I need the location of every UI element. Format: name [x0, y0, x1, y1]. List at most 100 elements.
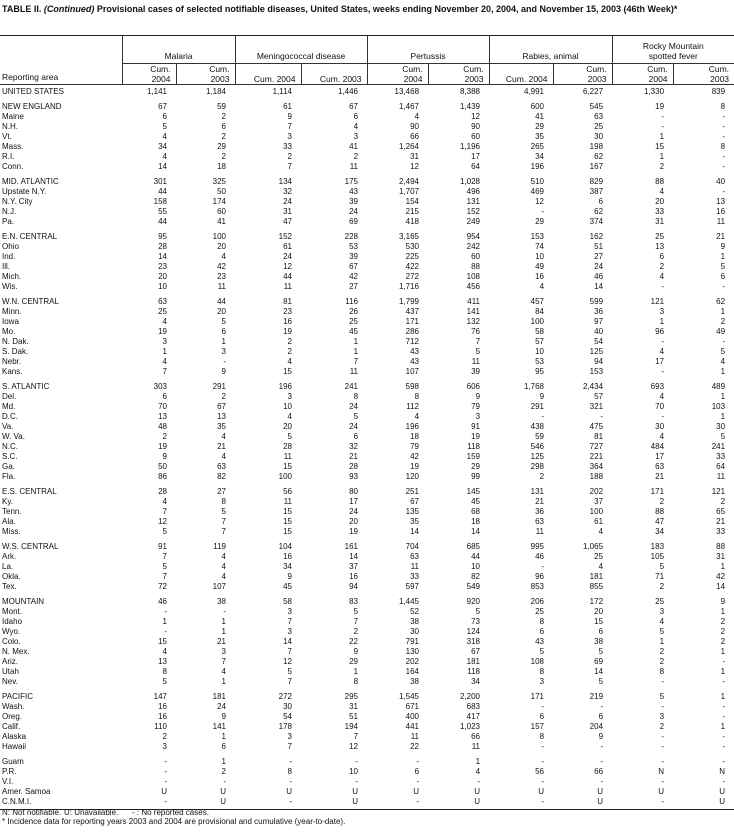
- cell-value: 418: [405, 217, 420, 226]
- cell-value: 13,468: [394, 87, 420, 96]
- cell-value: 6: [162, 112, 167, 121]
- cell-value: 995: [530, 542, 545, 551]
- cell-value: 57: [535, 337, 545, 346]
- cell-value: 118: [467, 442, 481, 451]
- table-row: Ill. 23 42 12 67 422 88 49 24 2 5: [0, 262, 734, 272]
- cell-value: 1,196: [459, 142, 481, 151]
- cell-value: 52: [410, 607, 420, 616]
- cell-value: 11: [349, 367, 359, 376]
- table-row: Ky. 4 8 11 17 67 45 21 37 2 2: [0, 497, 734, 507]
- area-name: Miss.: [2, 527, 21, 536]
- cell-value: 45: [283, 582, 292, 591]
- cell-value: 7: [221, 657, 226, 666]
- cell-value: 21: [349, 452, 359, 461]
- cell-value: 58: [535, 327, 545, 336]
- cell-value: U: [220, 787, 226, 796]
- cell-value: 7: [287, 617, 292, 626]
- cell-value: 530: [405, 242, 420, 251]
- cell-value: 12: [535, 197, 545, 206]
- area-name: Idaho: [2, 617, 23, 626]
- cell-value: 17: [349, 497, 359, 506]
- cell-value: 5: [287, 432, 292, 441]
- cell-value: 712: [405, 337, 420, 346]
- cell-value: 141: [466, 307, 481, 316]
- cell-value: -: [122, 797, 176, 810]
- cell-value: 387: [589, 187, 604, 196]
- cell-value: 7: [353, 357, 359, 366]
- cell-value: 94: [594, 357, 604, 366]
- area-name: V.I.: [2, 777, 14, 786]
- cell-value: 153: [589, 367, 604, 376]
- cell-value: 241: [344, 382, 359, 391]
- cell-value: 8: [539, 732, 545, 741]
- cell-value: 325: [212, 177, 226, 186]
- table-row: N. Dak. 3 1 2 1 712 7 57 54 - -: [0, 337, 734, 347]
- cell-value: 181: [212, 692, 226, 701]
- cell-value: 31: [716, 552, 726, 561]
- cell-value: -: [367, 797, 429, 810]
- cell-value: 105: [650, 552, 665, 561]
- cell-value: 5: [720, 432, 726, 441]
- table-row: Pa. 44 41 47 69 418 249 29 374 31 11: [0, 217, 734, 227]
- table-row: Idaho 1 1 7 7 38 73 8 15 4 2: [0, 617, 734, 627]
- cell-value: 67: [349, 102, 359, 111]
- cell-value: 107: [212, 582, 226, 591]
- cell-value: 1: [659, 152, 665, 161]
- title-text: Provisional cases of selected notifiable…: [94, 4, 678, 14]
- cell-value: 21: [716, 232, 726, 241]
- cell-value: 42: [716, 572, 726, 581]
- cell-value: -: [477, 777, 481, 786]
- cell-value: 24: [283, 252, 292, 261]
- cell-value: -: [661, 367, 665, 376]
- cell-value: 286: [405, 327, 420, 336]
- cell-value: 1: [221, 677, 226, 686]
- cell-value: 84: [535, 307, 545, 316]
- table-row: Ohio 28 20 61 53 530 242 74 51 13 9: [0, 242, 734, 252]
- table-row: S. Dak. 1 3 2 1 43 5 10 125 4 5: [0, 347, 734, 357]
- cell-value: -: [722, 702, 726, 711]
- cell-value: 4: [287, 412, 292, 421]
- cell-value: 202: [405, 657, 420, 666]
- cell-value: 44: [217, 297, 226, 306]
- cell-value: 1,799: [398, 297, 420, 306]
- cell-value: 41: [349, 142, 359, 151]
- cell-value: 15: [594, 617, 604, 626]
- cell-value: 318: [466, 637, 481, 646]
- area-name: Ark.: [2, 552, 17, 561]
- cell-value: 59: [535, 432, 545, 441]
- cell-value: 4: [162, 317, 167, 326]
- cum-year-header: Cum. 2004: [488, 63, 554, 85]
- cell-value: -: [661, 732, 665, 741]
- cum-year-header: Cum. 2004: [611, 63, 674, 85]
- cell-value: 4: [353, 122, 359, 131]
- cell-value: 6: [414, 767, 420, 776]
- cell-value: -: [355, 757, 359, 766]
- cell-value: 67: [158, 102, 167, 111]
- cell-value: 51: [594, 242, 604, 251]
- cell-value: 4: [162, 132, 167, 141]
- cell-value: 6: [221, 122, 226, 131]
- cell-value: 25: [158, 307, 167, 316]
- cell-value: 20: [217, 242, 226, 251]
- cell-value: 5: [221, 317, 226, 326]
- cell-value: 82: [471, 572, 481, 581]
- cell-value: -: [600, 777, 604, 786]
- cell-value: U: [352, 787, 359, 796]
- table-row: Wash. 16 24 30 31 671 683 - - - -: [0, 702, 734, 712]
- cell-value: 3: [287, 132, 292, 141]
- cell-value: 6: [659, 252, 665, 261]
- area-name: Fla.: [2, 472, 16, 481]
- cell-value: 2: [720, 497, 726, 506]
- cell-value: 321: [589, 402, 604, 411]
- cell-value: 17: [655, 452, 665, 461]
- area-name: Ind.: [2, 252, 16, 261]
- cell-value: 38: [594, 637, 604, 646]
- cell-value: 291: [530, 402, 545, 411]
- table-row: Calif. 110 141 178 194 441 1,023 157 204 2 1: [0, 722, 734, 732]
- cell-value: 215: [405, 207, 420, 216]
- cell-value: 91: [158, 542, 167, 551]
- cell-value: 33: [283, 142, 292, 151]
- cell-value: 5: [353, 412, 359, 421]
- cell-value: 31: [283, 207, 292, 216]
- cell-value: 39: [349, 197, 359, 206]
